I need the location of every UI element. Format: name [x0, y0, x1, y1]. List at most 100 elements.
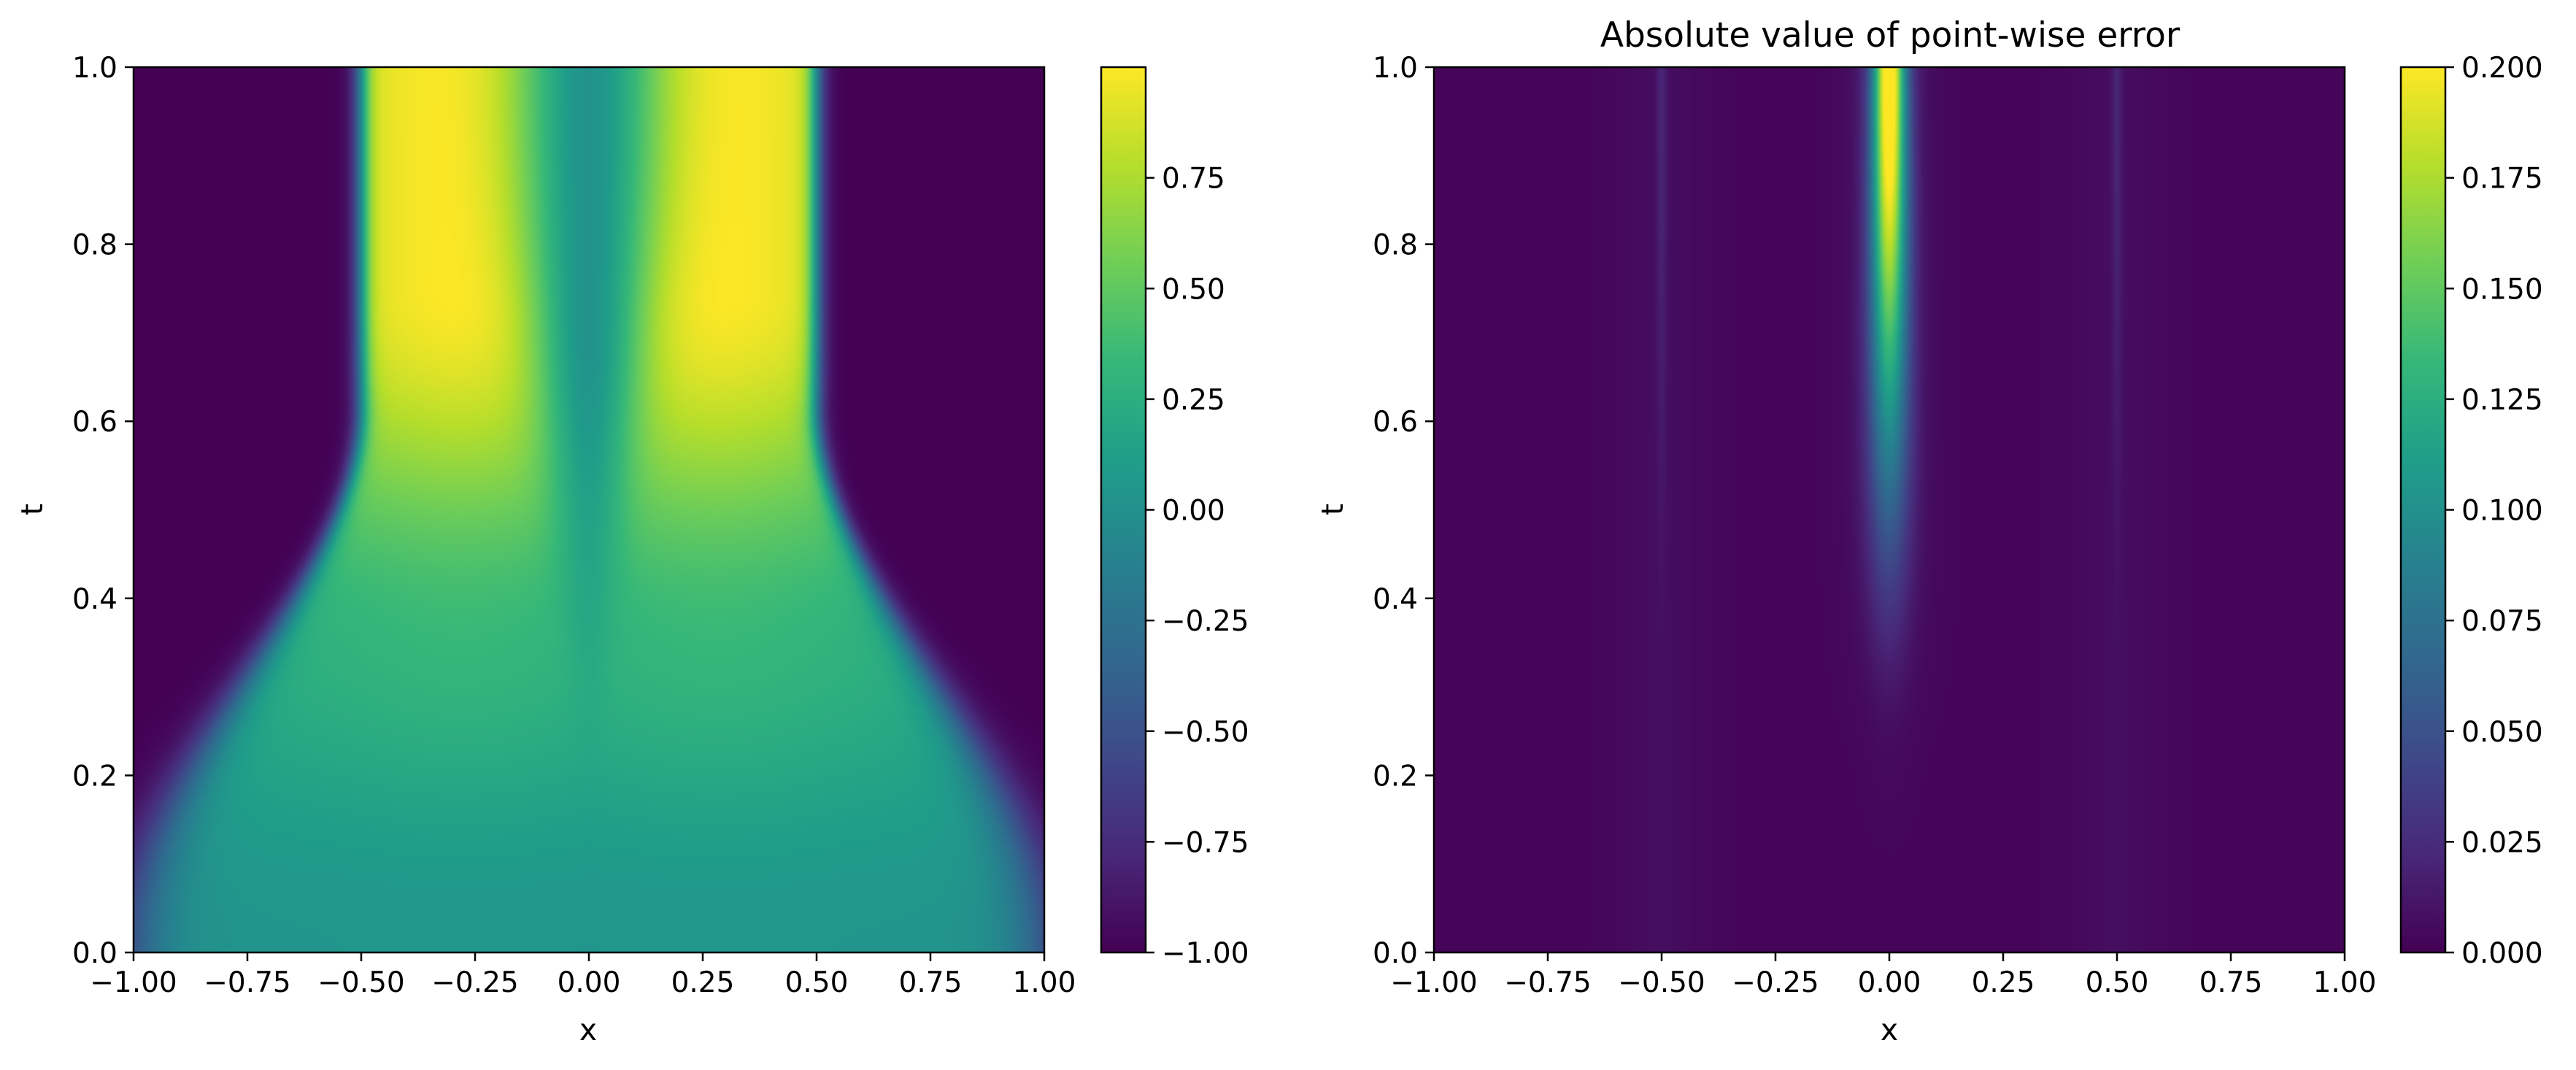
x-tick: 1.00 [1013, 952, 1076, 999]
x-tick-label: 0.50 [2086, 966, 2149, 999]
y-tick-label: 1.0 [1373, 52, 1418, 85]
x-tick-label: 0.25 [1972, 966, 2035, 999]
colorbar-tick: 0.50 [1146, 273, 1225, 306]
colorbar-tick-label: 0.25 [1162, 384, 1225, 417]
colorbar-tick-label: 0.50 [1162, 273, 1225, 306]
y-tick: 0.6 [72, 406, 134, 439]
colorbar-tick: 0.000 [2445, 937, 2543, 970]
colorbar-tick-label: 0.00 [1162, 495, 1225, 528]
y-axis-label-error: t [1315, 504, 1350, 515]
colorbar-tick: −0.75 [1146, 826, 1249, 859]
colorbar-tick: 0.75 [1146, 163, 1225, 196]
panel-solution: −1.00 −0.75 −0.50 −0.25 0.00 0.25 0.50 0.75 1.00… [15, 52, 1249, 1047]
y-tick-label: 1.0 [72, 52, 117, 85]
colorbar-tick-label: 0.150 [2461, 273, 2543, 306]
x-tick: −0.50 [1618, 952, 1705, 999]
x-tick-label: 0.00 [1858, 966, 1921, 999]
x-tick-label: 0.00 [558, 966, 621, 999]
y-tick-label: 0.2 [1373, 760, 1418, 793]
x-tick: −0.50 [317, 952, 405, 999]
x-tick-label: −0.75 [1504, 966, 1592, 999]
y-tick: 1.0 [1373, 52, 1434, 85]
x-tick: −0.25 [431, 952, 519, 999]
colorbar-tick: 0.25 [1146, 384, 1225, 417]
colorbar-tick-label: 0.025 [2461, 826, 2543, 859]
colorbar-tick-label: 0.000 [2461, 937, 2543, 970]
x-tick: −1.00 [90, 952, 177, 999]
y-tick: 0.2 [72, 760, 134, 793]
x-tick: 0.75 [2199, 952, 2263, 999]
x-tick: −0.25 [1732, 952, 1819, 999]
y-tick-label: 0.2 [72, 760, 117, 793]
colorbar-tick-label: −1.00 [1162, 937, 1249, 970]
colorbar-error [2401, 67, 2445, 952]
y-tick: 0.8 [72, 229, 134, 262]
x-tick-label: 0.75 [2199, 966, 2263, 999]
colorbar-tick: 0.175 [2445, 163, 2543, 196]
y-axis-ticks-solution: 0.0 0.2 0.4 0.6 0.8 1.0 [72, 52, 134, 970]
colorbar-tick: 0.200 [2445, 52, 2543, 85]
x-tick: 0.25 [671, 952, 735, 999]
colorbar-ticks-error: 0.000 0.025 0.050 0.075 0.100 0.125 0.150 0.175… [2445, 52, 2543, 970]
x-tick-label: −1.00 [1390, 966, 1478, 999]
colorbar-ticks-solution: −1.00 −0.75 −0.50 −0.25 0.00 0.25 0.50 0.75 [1146, 163, 1249, 970]
y-tick: 1.0 [72, 52, 134, 85]
x-tick-label: −0.50 [317, 966, 405, 999]
x-tick: 0.75 [899, 952, 963, 999]
y-axis-label-solution: t [15, 504, 50, 515]
colorbar-tick-label: −0.75 [1162, 826, 1249, 859]
x-tick: 0.50 [2086, 952, 2149, 999]
x-axis-label-error: x [1881, 1012, 1898, 1047]
x-tick-label: −0.75 [204, 966, 291, 999]
x-tick: 1.00 [2313, 952, 2376, 999]
colorbar-solution [1101, 67, 1146, 952]
y-tick-label: 0.4 [72, 583, 117, 616]
y-tick-label: 0.6 [1373, 406, 1418, 439]
x-axis-ticks-error: −1.00 −0.75 −0.50 −0.25 0.00 0.25 0.50 0.75 1.00 [1390, 952, 2376, 999]
y-tick-label: 0.0 [72, 937, 117, 970]
colorbar-tick-label: 0.100 [2461, 495, 2543, 528]
x-tick: −1.00 [1390, 952, 1478, 999]
colorbar-tick: 0.00 [1146, 495, 1225, 528]
x-tick: −0.75 [204, 952, 291, 999]
colorbar-tick-label: 0.125 [2461, 384, 2543, 417]
y-tick-label: 0.8 [72, 229, 117, 262]
x-tick-label: 0.75 [899, 966, 963, 999]
x-tick-label: 0.50 [785, 966, 849, 999]
panel-error: Absolute value of point-wise error −1.00… [1315, 15, 2543, 1047]
x-tick-label: 0.25 [671, 966, 735, 999]
colorbar-tick-label: 0.075 [2461, 605, 2543, 638]
y-tick: 0.4 [72, 583, 134, 616]
y-tick: 0.4 [1373, 583, 1434, 616]
colorbar-tick: 0.150 [2445, 273, 2543, 306]
colorbar-tick: −0.25 [1146, 605, 1249, 638]
colorbar-tick: 0.125 [2445, 384, 2543, 417]
colorbar-tick-label: 0.175 [2461, 163, 2543, 196]
x-tick: 0.50 [785, 952, 849, 999]
colorbar-tick-label: 0.75 [1162, 163, 1225, 196]
y-tick: 0.0 [72, 937, 134, 970]
y-tick: 0.0 [1373, 937, 1434, 970]
x-tick: 0.25 [1972, 952, 2035, 999]
colorbar-tick: −1.00 [1146, 937, 1249, 970]
x-tick: 0.00 [558, 952, 621, 999]
x-axis-label-solution: x [579, 1012, 597, 1047]
y-tick-label: 0.8 [1373, 229, 1418, 262]
heatmap-error-image [1434, 67, 2345, 952]
y-tick: 0.6 [1373, 406, 1434, 439]
colorbar-tick: 0.075 [2445, 605, 2543, 638]
colorbar-tick-label: 0.050 [2461, 716, 2543, 749]
y-tick: 0.8 [1373, 229, 1434, 262]
x-tick-label: −0.25 [1732, 966, 1819, 999]
x-tick-label: −1.00 [90, 966, 177, 999]
panel-error-title: Absolute value of point-wise error [1600, 15, 2180, 55]
y-tick: 0.2 [1373, 760, 1434, 793]
colorbar-tick-label: −0.25 [1162, 605, 1249, 638]
colorbar-tick: 0.025 [2445, 826, 2543, 859]
x-tick: −0.75 [1504, 952, 1592, 999]
y-tick-label: 0.4 [1373, 583, 1418, 616]
colorbar-tick: 0.050 [2445, 716, 2543, 749]
y-tick-label: 0.6 [72, 406, 117, 439]
x-tick-label: −0.25 [431, 966, 519, 999]
